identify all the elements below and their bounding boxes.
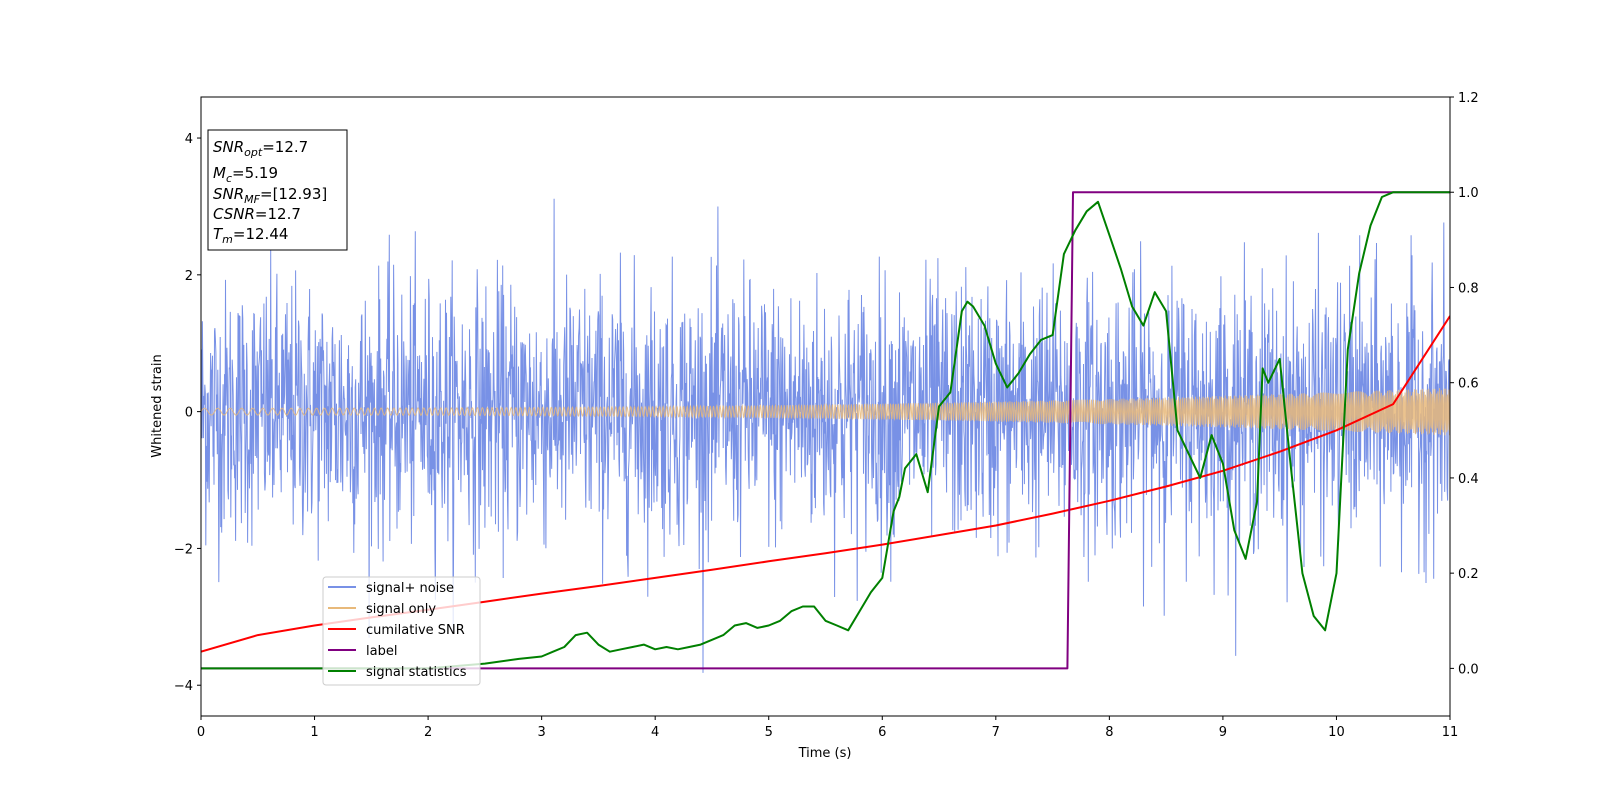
x-tick-label: 6	[878, 725, 886, 740]
x-tick-label: 11	[1442, 725, 1459, 740]
csnr-value: =12.7	[255, 205, 301, 223]
legend-label-cumulative-snr: cumilative SNR	[366, 623, 465, 638]
snr-mf-value: =[12.93]	[260, 185, 327, 203]
x-axis-label: Time (s)	[798, 746, 852, 761]
x-tick-label: 8	[1105, 725, 1113, 740]
x-tick-label: 1	[310, 725, 318, 740]
svg-text:CSNR=12.7: CSNR=12.7	[213, 205, 301, 223]
x-tick-label: 5	[765, 725, 773, 740]
info-box: SNRopt=12.7 Mc=5.19 SNRMF=[12.93] CSNR=1…	[207, 129, 348, 251]
legend: signal+ noise signal only cumilative SNR…	[322, 576, 481, 686]
x-tick-label: 0	[197, 725, 205, 740]
x-tick-label: 2	[424, 725, 432, 740]
plot-frame	[200, 96, 1451, 717]
x-axis: 0 1 2 3 4 5 6 7 8 9 10 11	[197, 716, 1458, 740]
svg-text:Tm=12.44: Tm=12.44	[213, 225, 288, 246]
y2-tick-label: 0.6	[1458, 377, 1479, 392]
series-signal-noise	[201, 198, 1450, 673]
y-axis-right: 0.0 0.2 0.4 0.6 0.8 1.0 1.2	[1450, 91, 1479, 677]
x-tick-label: 10	[1328, 725, 1345, 740]
y-tick-label: 0	[185, 406, 193, 421]
y2-tick-label: 0.4	[1458, 472, 1479, 487]
series-signal-statistics	[201, 191, 1450, 670]
y-tick-label: −4	[174, 679, 193, 694]
x-tick-label: 7	[992, 725, 1000, 740]
tm-value: =12.44	[233, 225, 289, 243]
snr-opt-value: =12.7	[262, 138, 308, 156]
y2-tick-label: 1.2	[1458, 91, 1479, 106]
x-tick-label: 4	[651, 725, 659, 740]
legend-label-signal-statistics: signal statistics	[366, 665, 467, 680]
svg-text:SNRopt=12.7: SNRopt=12.7	[213, 138, 308, 159]
y-tick-label: 4	[185, 132, 193, 147]
y2-tick-label: 0.2	[1458, 567, 1479, 582]
y-axis-label: Whitened strain	[150, 354, 165, 457]
svg-text:SNRMF=[12.93]: SNRMF=[12.93]	[213, 185, 327, 206]
svg-text:Mc=5.19: Mc=5.19	[213, 164, 278, 185]
x-tick-label: 9	[1219, 725, 1227, 740]
mc-value: =5.19	[232, 164, 278, 182]
y-axis-left: −4 −2 0 2 4	[174, 132, 201, 694]
legend-label-signal-noise: signal+ noise	[366, 581, 454, 596]
x-tick-label: 3	[537, 725, 545, 740]
series-label	[201, 191, 1450, 670]
y-tick-label: −2	[174, 542, 193, 557]
y-tick-label: 2	[185, 269, 193, 284]
y2-tick-label: 0.0	[1458, 662, 1479, 677]
series-signal-only	[201, 388, 1450, 436]
y2-tick-label: 0.8	[1458, 281, 1479, 296]
legend-label-signal-only: signal only	[366, 602, 436, 617]
legend-label-label: label	[366, 644, 397, 659]
y2-tick-label: 1.0	[1458, 186, 1479, 201]
